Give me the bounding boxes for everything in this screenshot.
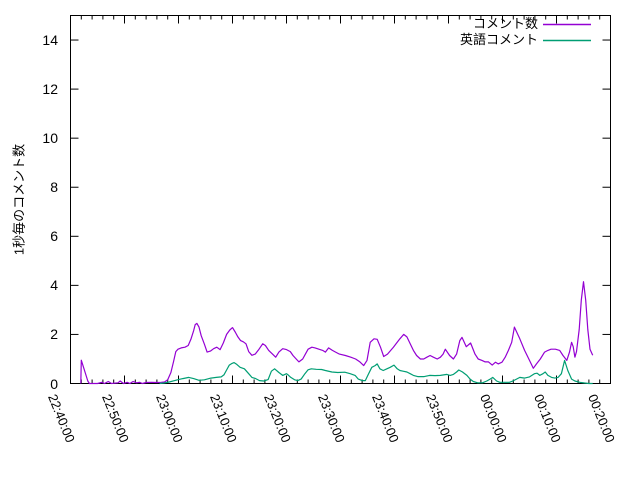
plot-border xyxy=(70,15,611,384)
y-tick-label: 4 xyxy=(50,277,58,294)
y-tick-label: 0 xyxy=(50,375,58,392)
legend-label-0: コメント数 xyxy=(472,16,538,31)
y-tick-label: 12 xyxy=(42,81,58,98)
y-tick-label: 8 xyxy=(50,179,58,196)
legend-label-1: 英語コメント xyxy=(459,32,538,47)
y-axis-title: 1秒毎のコメント数 xyxy=(11,143,27,256)
y-tick-label: 14 xyxy=(42,32,58,49)
y-tick-label: 2 xyxy=(50,326,58,343)
series-line-0 xyxy=(80,281,594,385)
y-tick-label: 6 xyxy=(50,228,58,245)
series-line-1 xyxy=(159,359,593,385)
y-tick-label: 10 xyxy=(42,130,58,147)
